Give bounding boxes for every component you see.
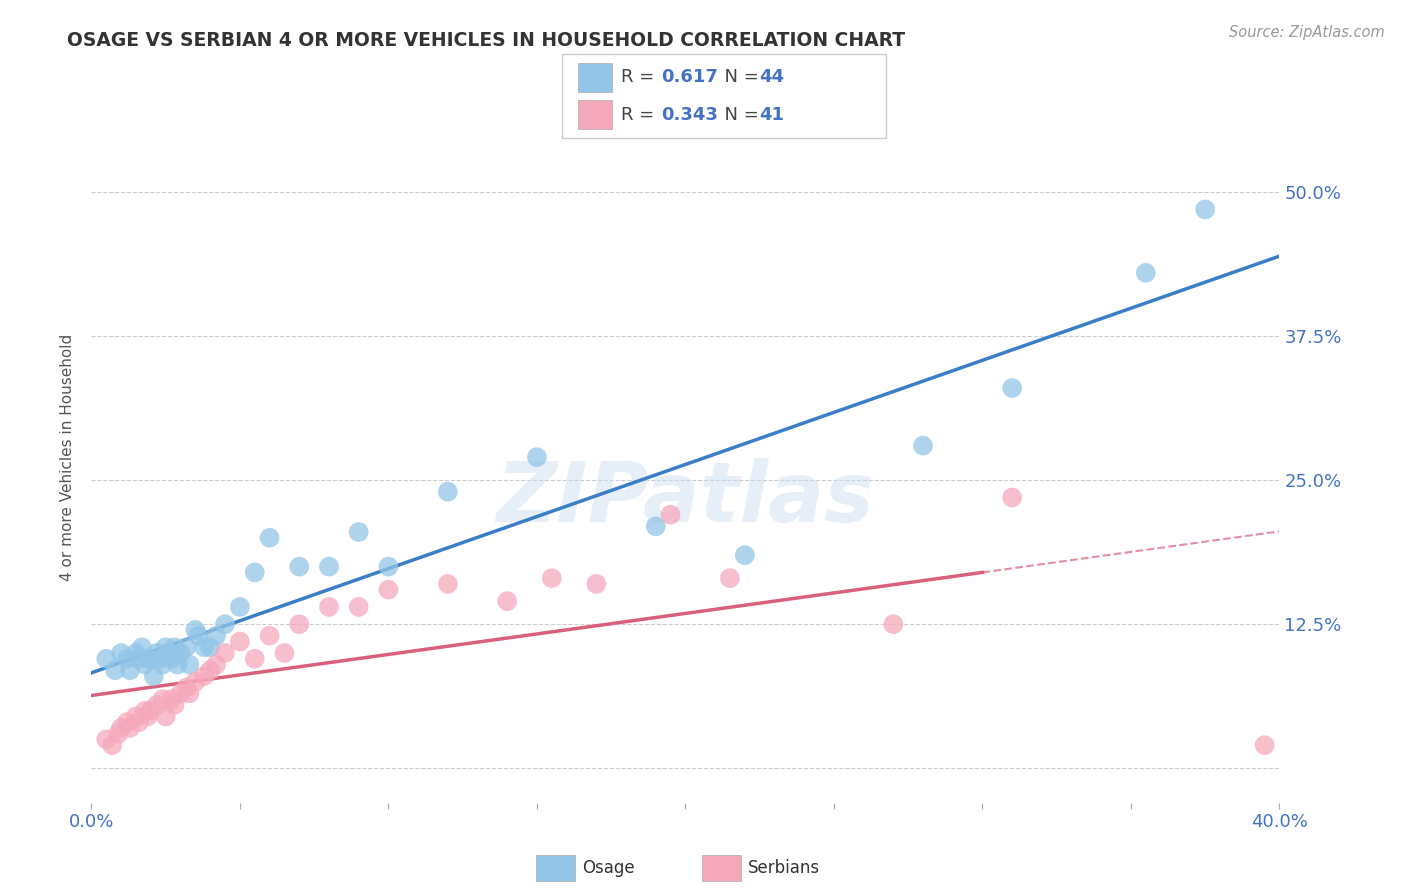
Point bbox=[125, 709, 148, 723]
Point bbox=[259, 629, 281, 643]
Point bbox=[125, 646, 148, 660]
Point bbox=[115, 652, 138, 666]
Point bbox=[734, 548, 756, 562]
Point bbox=[540, 571, 562, 585]
Text: N =: N = bbox=[713, 69, 765, 87]
Point bbox=[176, 681, 198, 695]
Point bbox=[436, 484, 458, 499]
Point bbox=[166, 657, 188, 672]
Point bbox=[288, 559, 311, 574]
Point bbox=[243, 566, 266, 580]
Point bbox=[128, 715, 150, 730]
Point bbox=[436, 577, 458, 591]
Point bbox=[155, 709, 177, 723]
Text: 0.343: 0.343 bbox=[661, 105, 717, 123]
Point bbox=[347, 599, 370, 614]
Text: 41: 41 bbox=[759, 105, 785, 123]
Point bbox=[347, 524, 370, 539]
Point bbox=[157, 646, 180, 660]
Point bbox=[160, 692, 183, 706]
Point bbox=[288, 617, 311, 632]
Point bbox=[179, 686, 201, 700]
Point bbox=[193, 669, 215, 683]
Point bbox=[193, 640, 215, 655]
Point bbox=[110, 721, 132, 735]
Point bbox=[149, 652, 172, 666]
Text: 0.617: 0.617 bbox=[661, 69, 717, 87]
Point bbox=[644, 519, 666, 533]
Text: 44: 44 bbox=[759, 69, 785, 87]
Point bbox=[184, 674, 207, 689]
Point bbox=[136, 709, 159, 723]
Point bbox=[152, 692, 174, 706]
Point bbox=[911, 439, 934, 453]
Point bbox=[377, 559, 399, 574]
Point bbox=[152, 657, 174, 672]
Point bbox=[131, 640, 153, 655]
Text: Source: ZipAtlas.com: Source: ZipAtlas.com bbox=[1229, 25, 1385, 40]
Point bbox=[318, 599, 340, 614]
Point bbox=[187, 629, 209, 643]
Point bbox=[205, 657, 228, 672]
Point bbox=[163, 698, 186, 712]
Point bbox=[659, 508, 682, 522]
Point bbox=[585, 577, 607, 591]
Y-axis label: 4 or more Vehicles in Household: 4 or more Vehicles in Household bbox=[60, 334, 76, 581]
Point bbox=[101, 738, 124, 752]
Point bbox=[1194, 202, 1216, 217]
Point bbox=[1253, 738, 1275, 752]
Point bbox=[496, 594, 519, 608]
Text: N =: N = bbox=[713, 105, 765, 123]
Point bbox=[118, 721, 141, 735]
Point bbox=[96, 652, 118, 666]
Point bbox=[136, 652, 159, 666]
Text: R =: R = bbox=[621, 69, 661, 87]
Point bbox=[184, 623, 207, 637]
Point bbox=[259, 531, 281, 545]
Point bbox=[139, 704, 162, 718]
Point bbox=[110, 646, 132, 660]
Point bbox=[200, 663, 222, 677]
Point bbox=[229, 599, 252, 614]
Point bbox=[1001, 491, 1024, 505]
Point bbox=[145, 646, 167, 660]
Point bbox=[1135, 266, 1157, 280]
Point bbox=[142, 669, 165, 683]
Point bbox=[96, 732, 118, 747]
Text: Osage: Osage bbox=[582, 859, 634, 877]
Point bbox=[1001, 381, 1024, 395]
Point bbox=[155, 640, 177, 655]
Point bbox=[273, 646, 295, 660]
Point bbox=[176, 640, 198, 655]
Point bbox=[128, 652, 150, 666]
Point bbox=[200, 640, 222, 655]
Point bbox=[882, 617, 904, 632]
Point bbox=[118, 663, 141, 677]
Point bbox=[214, 617, 236, 632]
Point bbox=[115, 715, 138, 730]
Point bbox=[243, 652, 266, 666]
Point bbox=[526, 450, 548, 465]
Point bbox=[134, 704, 156, 718]
Text: R =: R = bbox=[621, 105, 661, 123]
Point bbox=[169, 646, 191, 660]
Point bbox=[169, 686, 191, 700]
Point bbox=[107, 726, 129, 740]
Point bbox=[104, 663, 127, 677]
Point bbox=[163, 640, 186, 655]
Point bbox=[179, 657, 201, 672]
Point bbox=[145, 698, 167, 712]
Point bbox=[318, 559, 340, 574]
Point bbox=[377, 582, 399, 597]
Point bbox=[718, 571, 741, 585]
Text: Serbians: Serbians bbox=[748, 859, 820, 877]
Point bbox=[205, 629, 228, 643]
Point bbox=[160, 652, 183, 666]
Point bbox=[134, 657, 156, 672]
Point bbox=[214, 646, 236, 660]
Point bbox=[139, 652, 162, 666]
Text: OSAGE VS SERBIAN 4 OR MORE VEHICLES IN HOUSEHOLD CORRELATION CHART: OSAGE VS SERBIAN 4 OR MORE VEHICLES IN H… bbox=[67, 31, 905, 50]
Text: ZIPatlas: ZIPatlas bbox=[496, 458, 875, 539]
Point bbox=[229, 634, 252, 648]
